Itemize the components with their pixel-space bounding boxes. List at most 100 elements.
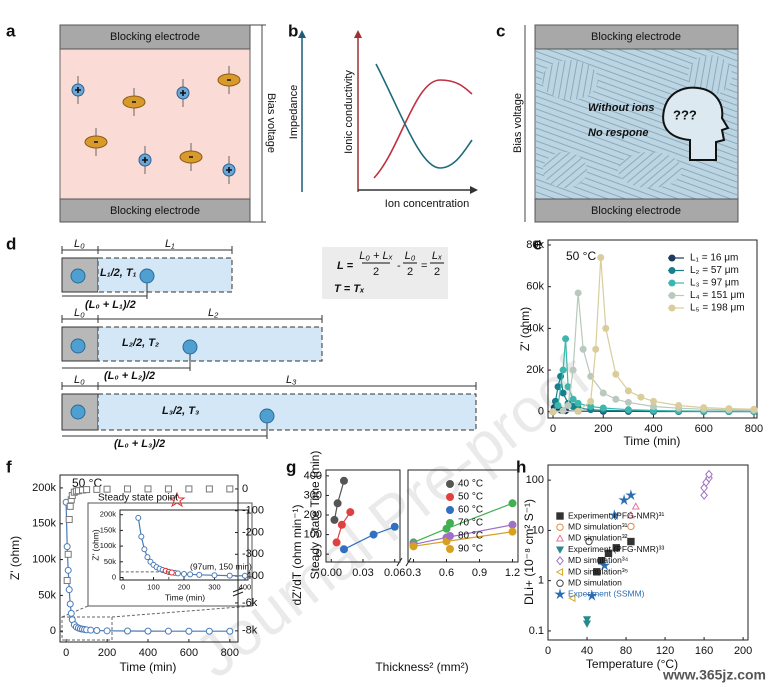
axes-frame	[547, 239, 758, 419]
y-axis-label: Z' (ohm)	[8, 536, 22, 580]
panel-a-part-part	[94, 79, 231, 158]
marker	[604, 549, 613, 558]
zoom-guide	[61, 605, 253, 641]
y-tick-label: 10	[532, 524, 544, 536]
marker	[508, 527, 517, 536]
legend-marker	[554, 588, 566, 600]
marker	[332, 538, 341, 547]
panel-d-part	[61, 382, 477, 390]
y-tick-label: 100	[526, 474, 544, 486]
panel-a-part	[71, 83, 236, 177]
marker	[144, 627, 152, 635]
x-tick-label: 0.00	[321, 567, 342, 579]
marker	[64, 566, 72, 574]
panel-d-part	[97, 257, 233, 293]
marker	[67, 609, 75, 617]
bias-label: Bias voltage	[265, 93, 277, 153]
x-tick-label: 0.3	[406, 567, 421, 579]
marker	[599, 404, 607, 412]
inset-frame	[87, 502, 253, 607]
marker	[574, 399, 582, 407]
y-tick-label: 100k	[100, 541, 117, 550]
marker	[65, 515, 73, 523]
panel-label: h	[516, 457, 526, 476]
y2-tick-label: -8k	[242, 625, 258, 637]
panel-b	[298, 30, 478, 194]
legend-label: L₅ = 198 μm	[690, 303, 745, 314]
marker	[574, 289, 582, 297]
note: Without ions	[588, 102, 655, 114]
panel-a-part	[75, 79, 232, 173]
guide-line	[120, 571, 170, 580]
panel-c-part	[688, 55, 732, 95]
marker	[598, 559, 611, 571]
note: No respone	[588, 127, 649, 139]
panel-label: c	[496, 21, 505, 40]
bias-label: Bias voltage	[512, 93, 524, 153]
x-axis-label: Time (min)	[120, 660, 177, 674]
marker	[593, 568, 601, 576]
legend-marker	[446, 493, 454, 501]
legend-label: 80 °C	[458, 531, 483, 542]
x-tick-label: 0.9	[472, 567, 487, 579]
legend-marker	[668, 292, 676, 299]
panel-d-part	[97, 393, 477, 431]
x-tick-label: 0	[121, 582, 125, 591]
marker	[624, 406, 632, 414]
x-tick-label: 80	[620, 645, 632, 657]
marker	[564, 401, 572, 409]
y2-axis-label: dZ'/dT (ohm min⁻¹)	[290, 504, 304, 605]
legend-marker	[555, 534, 565, 542]
panel-d-part	[61, 246, 233, 254]
legend-label: MD simulation³⁵	[568, 566, 628, 576]
x-tick-label: 200	[178, 582, 191, 591]
x-axis-label: Time (min)	[624, 434, 681, 448]
panel-c-part	[542, 60, 598, 100]
thought: ???	[673, 107, 697, 122]
y2-tick-label: -6k	[242, 597, 258, 609]
x-tick-label: 120	[656, 645, 674, 657]
marker	[582, 616, 592, 624]
mid-label: (L₀ + L₃)/2	[114, 438, 165, 450]
axes-frame	[547, 464, 749, 641]
legend-marker	[446, 519, 454, 527]
panel-a	[59, 24, 266, 223]
y-tick-label: 200	[304, 509, 322, 521]
panel-a-part	[59, 24, 251, 50]
marker	[205, 485, 213, 493]
marker	[508, 499, 517, 508]
axis-break	[232, 587, 244, 597]
legend-marker	[446, 545, 454, 553]
panel-d-part	[97, 326, 323, 362]
panel-b-part	[470, 186, 478, 194]
panel-c-part	[534, 198, 739, 223]
marker	[612, 395, 620, 403]
panel-d-part-part	[70, 338, 86, 354]
panel-label: a	[6, 21, 16, 40]
panel-c	[524, 24, 739, 223]
y-tick-label: 100	[304, 529, 322, 541]
formula: T = Tₓ	[334, 283, 365, 295]
marker	[608, 509, 621, 521]
marker	[569, 395, 577, 403]
x-tick-label: 200	[734, 645, 752, 657]
panel-d-part-part	[182, 339, 198, 355]
electrode-label: Blocking electrode	[110, 205, 200, 217]
dim-label: L₀	[74, 374, 85, 386]
y-tick-label: 50k	[104, 557, 116, 566]
marker	[597, 254, 605, 262]
mid-label: (L₀ + L₁)/2	[85, 299, 136, 311]
point-label: L₂/2, T₂	[122, 337, 159, 349]
x-axis-label: Time (min)	[165, 592, 205, 602]
series-line	[552, 257, 755, 413]
marker	[241, 572, 248, 579]
legend-label: L₁ = 16 μm	[690, 253, 738, 264]
panel-d-part-part	[139, 268, 155, 284]
marker	[625, 489, 637, 501]
legend-label: Experiment (PFG-NMR)³³	[568, 544, 665, 554]
marker	[409, 542, 418, 551]
formula: L =	[337, 260, 354, 272]
legend-marker	[446, 480, 454, 488]
marker	[725, 405, 733, 413]
x-tick-label: 0	[550, 423, 556, 435]
